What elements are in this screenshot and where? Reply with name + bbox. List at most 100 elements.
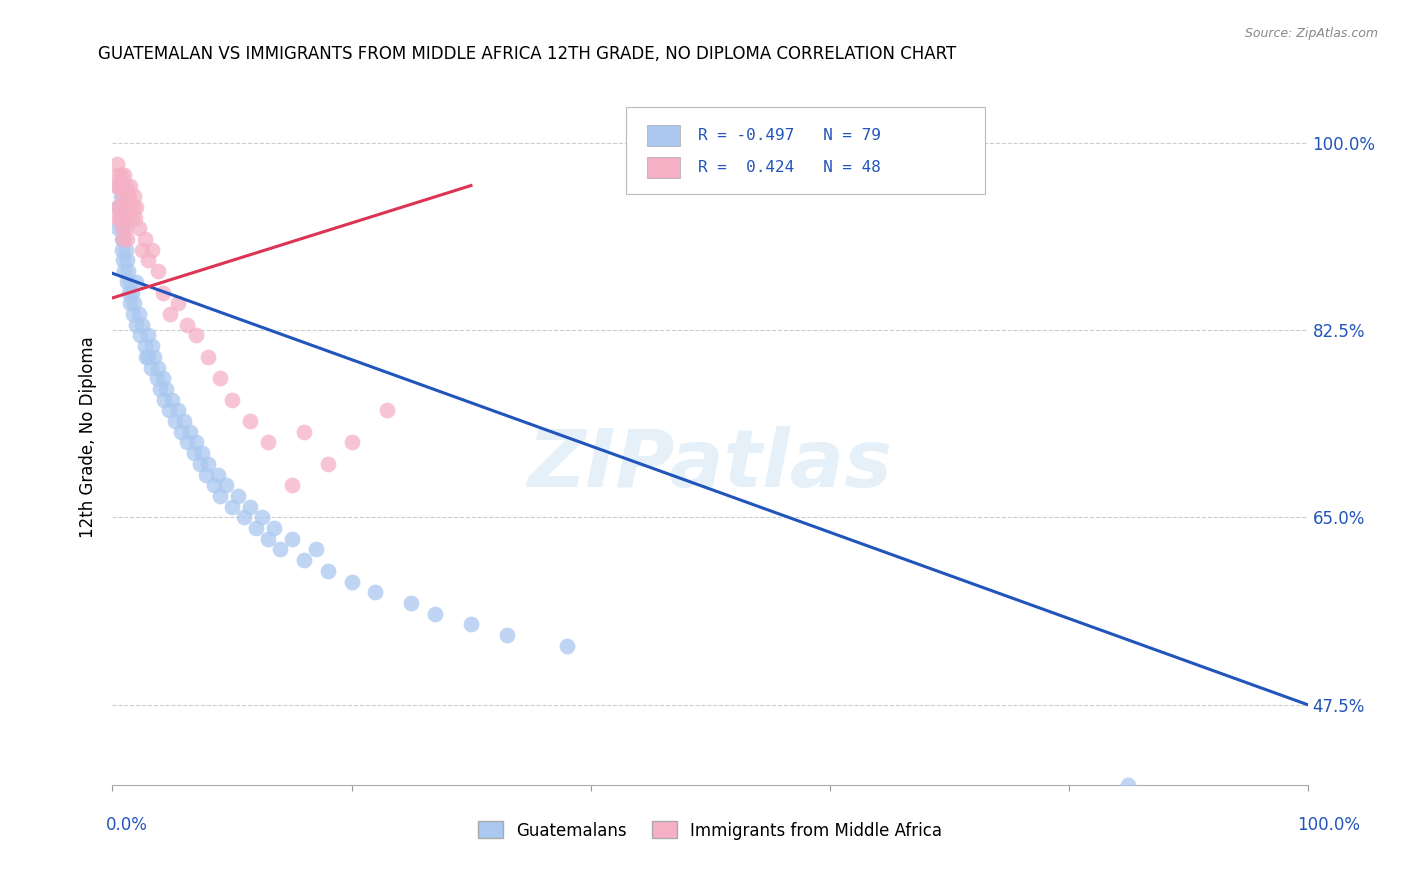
Point [115, 275, 138, 289]
Point [209, 489, 232, 503]
Point [305, 542, 328, 557]
Point [108, 178, 131, 193]
Point [121, 200, 143, 214]
Point [239, 414, 262, 428]
Point [173, 414, 195, 428]
Text: 0.0%: 0.0% [105, 815, 148, 833]
Point [121, 285, 143, 300]
Point [167, 403, 190, 417]
Point [143, 350, 166, 364]
Point [107, 178, 129, 193]
Point [134, 232, 156, 246]
FancyBboxPatch shape [627, 106, 986, 194]
Point [364, 585, 387, 599]
Point [167, 296, 190, 310]
Point [107, 200, 129, 214]
Point [111, 178, 134, 193]
Point [105, 178, 128, 193]
Point [215, 478, 238, 492]
Point [134, 339, 156, 353]
Text: Source: ZipAtlas.com: Source: ZipAtlas.com [1244, 27, 1378, 40]
Point [257, 435, 280, 450]
Point [425, 607, 447, 621]
Legend: Guatemalans, Immigrants from Middle Africa: Guatemalans, Immigrants from Middle Afri… [471, 814, 949, 847]
Point [120, 178, 142, 193]
Point [179, 425, 201, 439]
Point [131, 318, 153, 332]
Point [233, 510, 256, 524]
Point [112, 221, 135, 235]
Point [153, 392, 176, 407]
Point [257, 532, 280, 546]
Point [122, 189, 145, 203]
Point [281, 478, 304, 492]
Text: R =  0.424   N = 48: R = 0.424 N = 48 [699, 161, 882, 176]
Point [124, 211, 146, 225]
Point [120, 275, 142, 289]
Point [316, 457, 339, 471]
Point [245, 521, 267, 535]
Point [117, 200, 139, 214]
Point [176, 318, 198, 332]
Point [197, 457, 219, 471]
Point [281, 532, 304, 546]
Text: 100.0%: 100.0% [1298, 815, 1360, 833]
Point [141, 339, 163, 353]
Point [152, 285, 174, 300]
Point [138, 350, 160, 364]
Point [114, 211, 135, 225]
Point [138, 328, 160, 343]
Point [114, 232, 135, 246]
Point [114, 178, 136, 193]
Point [226, 489, 249, 503]
Point [197, 350, 219, 364]
Point [149, 382, 172, 396]
Point [202, 478, 225, 492]
Point [292, 425, 315, 439]
Bar [647, 157, 681, 178]
Point [221, 392, 243, 407]
Point [117, 264, 139, 278]
Point [111, 232, 134, 246]
Y-axis label: 12th Grade, No Diploma: 12th Grade, No Diploma [79, 336, 97, 538]
Point [163, 414, 186, 428]
Point [138, 253, 160, 268]
Point [146, 360, 169, 375]
Point [114, 211, 135, 225]
Point [159, 307, 181, 321]
Point [316, 564, 339, 578]
Point [194, 467, 217, 482]
Point [460, 617, 482, 632]
Point [110, 200, 132, 214]
Point [401, 596, 423, 610]
Bar [647, 125, 681, 145]
Point [120, 296, 142, 310]
Point [340, 435, 363, 450]
Point [111, 221, 134, 235]
Point [221, 500, 243, 514]
Point [152, 371, 174, 385]
Point [207, 467, 229, 482]
Point [183, 446, 205, 460]
Point [162, 392, 183, 407]
Point [141, 243, 163, 257]
Point [125, 200, 148, 214]
Point [1118, 778, 1140, 792]
Text: GUATEMALAN VS IMMIGRANTS FROM MIDDLE AFRICA 12TH GRADE, NO DIPLOMA CORRELATION C: GUATEMALAN VS IMMIGRANTS FROM MIDDLE AFR… [98, 45, 956, 62]
Point [112, 253, 135, 268]
Point [555, 639, 578, 653]
Point [105, 157, 128, 171]
Point [114, 243, 136, 257]
Point [115, 189, 138, 203]
Point [377, 403, 399, 417]
Point [169, 425, 191, 439]
Point [135, 350, 157, 364]
Point [191, 446, 214, 460]
Point [115, 232, 138, 246]
Point [292, 553, 315, 567]
Point [186, 328, 208, 343]
Point [105, 211, 128, 225]
Point [122, 296, 145, 310]
Point [496, 628, 519, 642]
Point [239, 500, 262, 514]
